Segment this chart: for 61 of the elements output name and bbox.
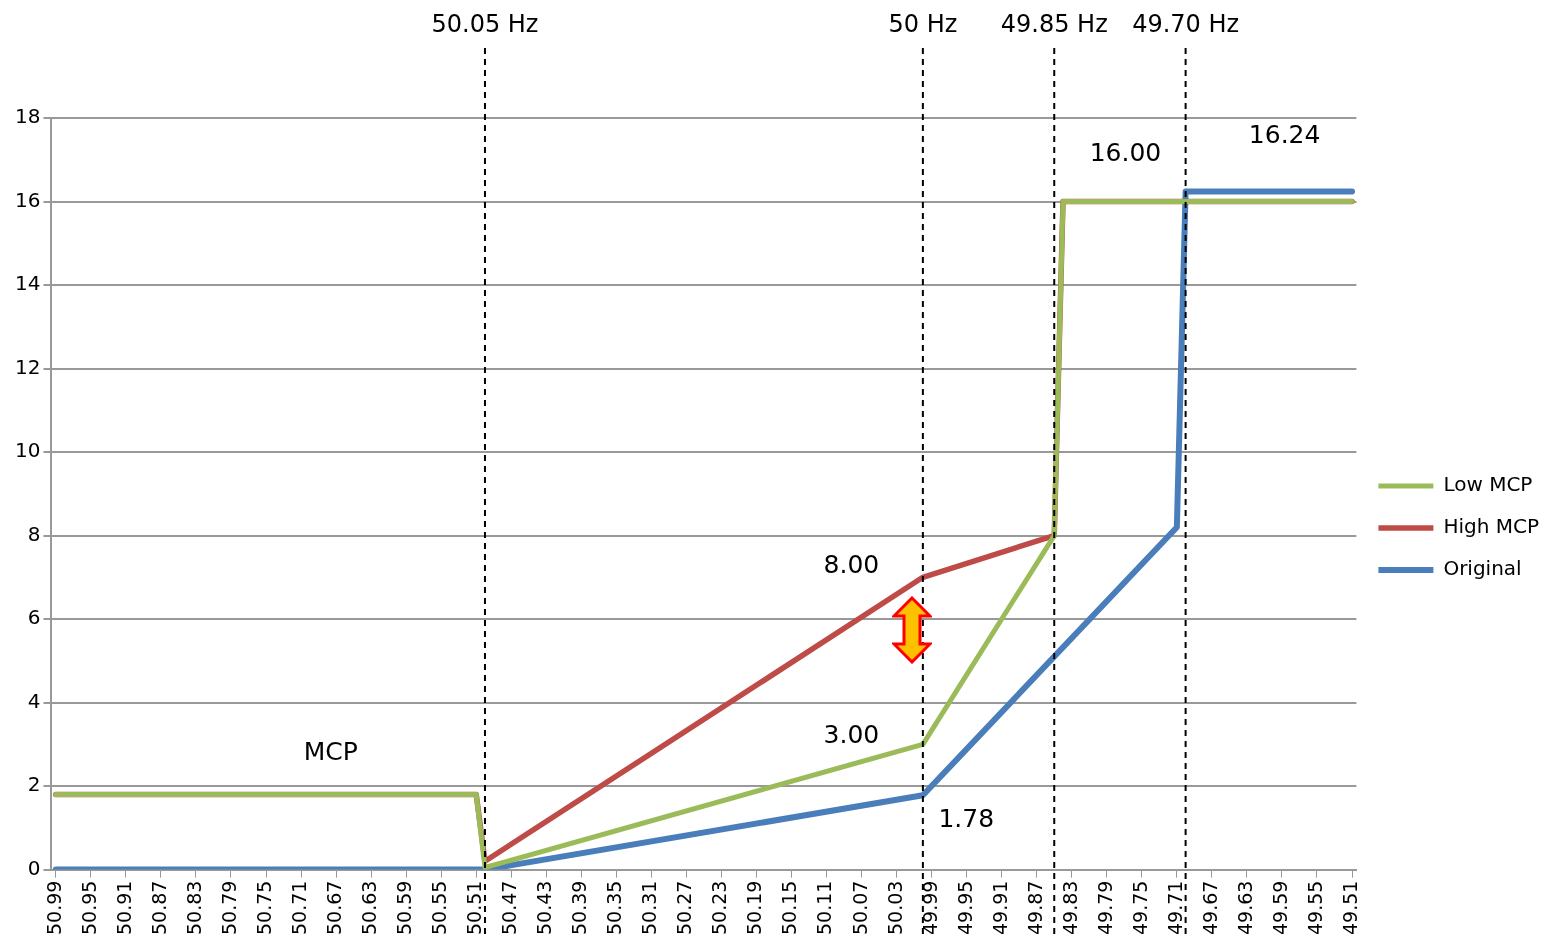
x-tick-label: 49.75 — [1128, 880, 1151, 936]
x-tick-label: 49.99 — [918, 880, 941, 936]
y-tick-label: 18 — [15, 104, 41, 129]
x-tick-label: 49.91 — [988, 880, 1011, 936]
x-tick-label: 50.55 — [428, 880, 451, 936]
y-tick-label: 14 — [15, 271, 41, 296]
x-tick-label: 49.83 — [1058, 880, 1081, 936]
x-tick-label: 50.91 — [112, 880, 135, 936]
x-tick-label: 50.63 — [358, 880, 381, 936]
x-tick-label: 50.71 — [287, 880, 310, 936]
x-tick-label: 50.31 — [638, 880, 661, 936]
x-tick-label: 50.03 — [883, 880, 906, 936]
annotation: 16.00 — [1089, 137, 1162, 167]
legend-label: High MCP — [1443, 514, 1539, 539]
x-tick-label: 50.87 — [147, 880, 170, 936]
y-tick-label: 4 — [27, 688, 41, 713]
annotation: 3.00 — [823, 720, 880, 750]
ref-line-label: 49.70 Hz — [1132, 10, 1240, 39]
ref-line-label: 49.85 Hz — [1000, 10, 1108, 39]
y-tick-label: 2 — [27, 772, 41, 797]
x-tick-label: 50.27 — [673, 880, 696, 936]
y-tick-label: 10 — [15, 438, 41, 463]
annotation: 16.24 — [1248, 120, 1321, 150]
x-tick-label: 50.47 — [498, 880, 521, 936]
x-tick-label: 49.79 — [1093, 880, 1116, 936]
x-tick-label: 50.39 — [568, 880, 591, 936]
annotation: 8.00 — [823, 550, 880, 580]
annotation: MCP — [303, 736, 358, 766]
x-tick-label: 49.87 — [1023, 880, 1046, 936]
ref-line-label: 50 Hz — [888, 10, 958, 39]
y-tick-label: 16 — [15, 187, 41, 212]
y-tick-label: 12 — [15, 354, 41, 379]
legend-label: Low MCP — [1443, 472, 1533, 497]
x-tick-label: 50.95 — [77, 880, 100, 936]
legend-label: Original — [1443, 556, 1522, 581]
x-tick-label: 50.15 — [778, 880, 801, 936]
x-tick-label: 49.51 — [1338, 880, 1361, 936]
x-tick-label: 50.79 — [217, 880, 240, 936]
x-tick-label: 49.95 — [953, 880, 976, 936]
x-tick-label: 50.99 — [42, 880, 65, 936]
ref-line-label: 50.05 Hz — [431, 10, 539, 39]
y-tick-label: 8 — [27, 521, 41, 546]
x-tick-label: 50.75 — [252, 880, 275, 936]
annotation: 1.78 — [938, 804, 995, 834]
y-tick-label: 0 — [27, 855, 41, 880]
x-tick-label: 50.59 — [393, 880, 416, 936]
x-tick-label: 49.67 — [1198, 880, 1221, 936]
x-tick-label: 50.11 — [813, 880, 836, 936]
x-tick-label: 49.55 — [1303, 880, 1326, 936]
x-tick-label: 50.07 — [848, 880, 871, 936]
x-tick-label: 50.83 — [182, 880, 205, 936]
x-tick-label: 49.71 — [1163, 880, 1186, 936]
x-tick-label: 50.67 — [323, 880, 346, 936]
x-tick-label: 49.59 — [1268, 880, 1291, 936]
y-tick-label: 6 — [27, 605, 41, 630]
x-tick-label: 50.51 — [463, 880, 486, 936]
x-tick-label: 50.35 — [603, 880, 626, 936]
x-tick-label: 50.23 — [708, 880, 731, 936]
x-tick-label: 50.19 — [743, 880, 766, 936]
x-tick-label: 50.43 — [533, 880, 556, 936]
x-tick-label: 49.63 — [1233, 880, 1256, 936]
